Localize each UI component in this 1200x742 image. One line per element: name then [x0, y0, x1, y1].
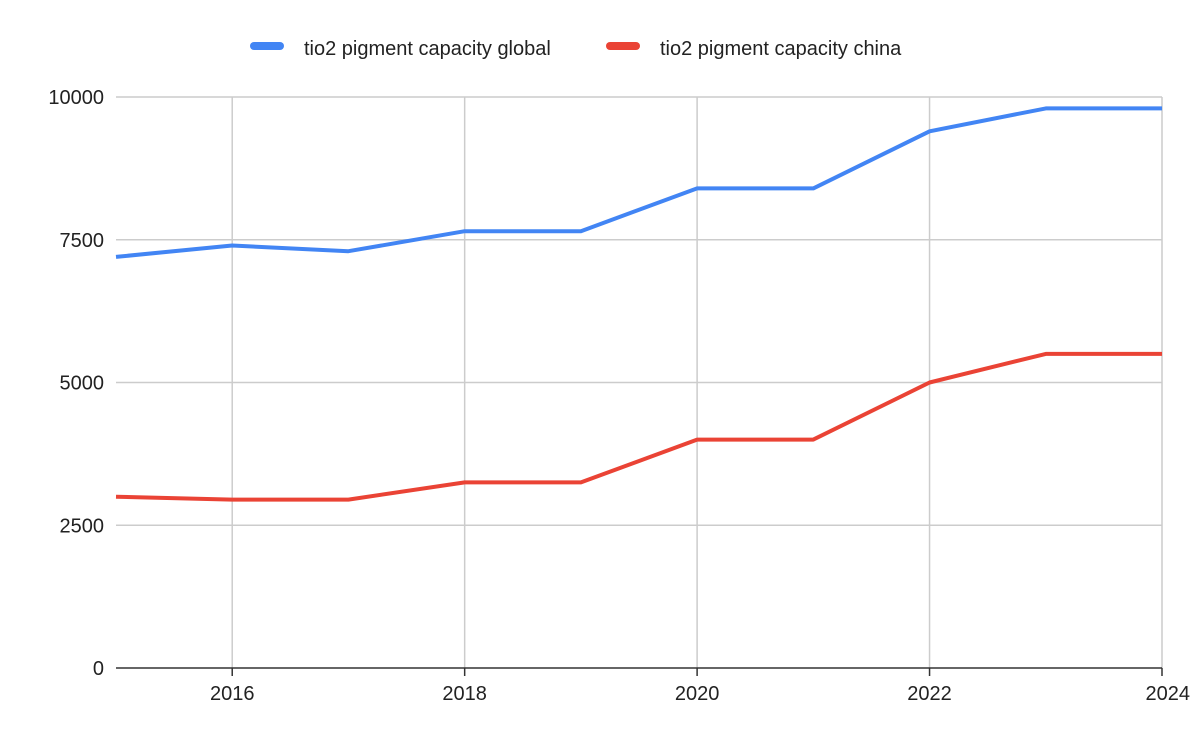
series-line-tio2-pigment-capacity-global: [115, 106, 1162, 259]
data-series: [115, 106, 1162, 502]
tick-labels: 0 2500 5000 7500 10000 2016 2018 2020 2022 2024: [48, 87, 1190, 705]
y-tick-label-7500: 7500: [60, 230, 105, 252]
x-tick-label-2016: 2016: [210, 683, 255, 705]
y-tick-label-0: 0: [93, 658, 104, 680]
x-tick-label-2020: 2020: [675, 683, 720, 705]
x-tick-label-2024: 2024: [1146, 683, 1191, 705]
legend-swatch-china: [606, 42, 640, 50]
y-tick-label-5000: 5000: [60, 373, 105, 395]
legend-swatch-global: [250, 42, 284, 50]
y-tick-label-10000: 10000: [48, 87, 104, 109]
y-tick-label-2500: 2500: [60, 515, 105, 537]
series-line-tio2-pigment-capacity-china: [115, 351, 1162, 502]
x-tick-label-2022: 2022: [907, 683, 952, 705]
gridlines: [116, 96, 1163, 668]
chart-legend: tio2 pigment capacity global tio2 pigmen…: [250, 38, 902, 60]
legend-label-global: tio2 pigment capacity global: [304, 38, 551, 60]
x-tick-label-2018: 2018: [442, 683, 487, 705]
axes: [116, 667, 1163, 676]
legend-label-china: tio2 pigment capacity china: [660, 38, 902, 60]
